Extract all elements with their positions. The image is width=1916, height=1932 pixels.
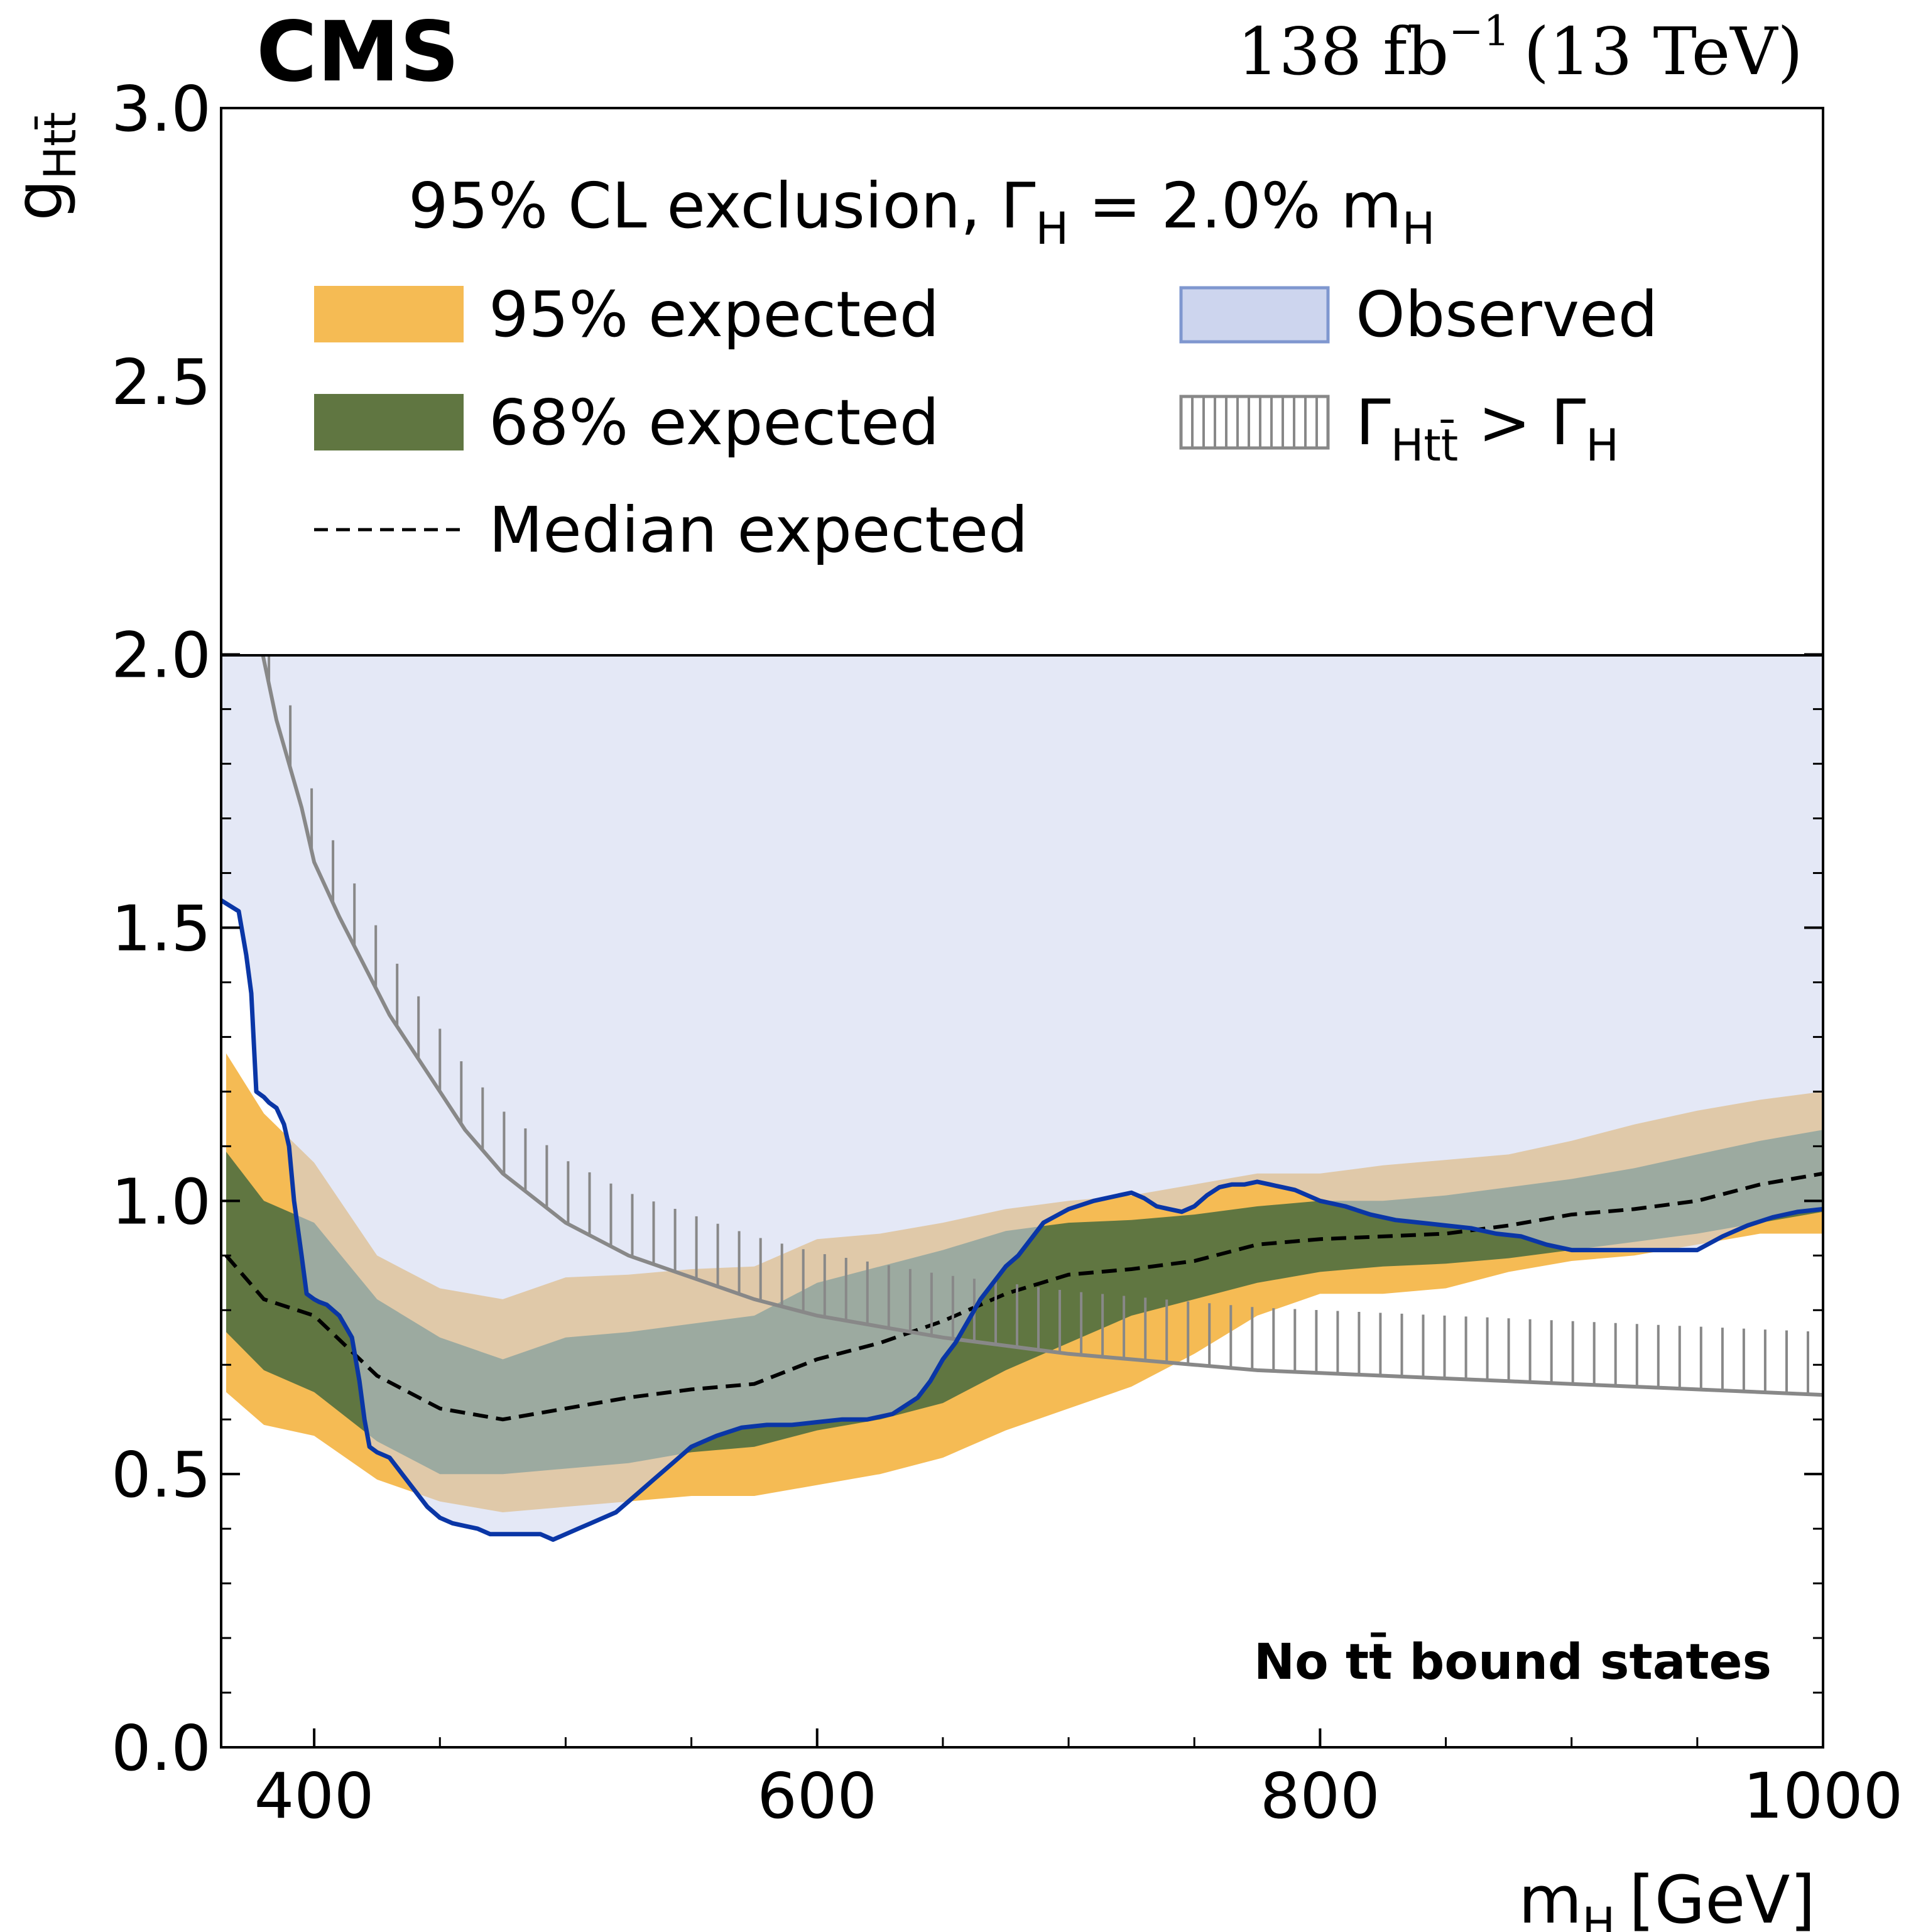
legend: 95% CL exclusion, ΓH = 2.0% mH 95% expec… bbox=[314, 169, 1658, 567]
legend-swatch-width bbox=[1179, 395, 1330, 450]
y-tick-label: 2.5 bbox=[111, 346, 211, 419]
legend-label-median: Median expected bbox=[489, 493, 1028, 567]
energy-value: (13 TeV) bbox=[1524, 13, 1804, 90]
plot-area bbox=[221, 655, 1823, 1542]
width-boundary-line bbox=[261, 655, 1823, 1397]
axis-ticks: 0.0 0.5 1.0 1.5 2.0 2.5 3.0 400 600 800 1000 bbox=[111, 72, 1903, 1833]
legend-label-observed: Observed bbox=[1356, 278, 1658, 351]
lumi-exponent: −1 bbox=[1449, 7, 1510, 55]
legend-swatch-95-expected bbox=[314, 286, 464, 342]
y-axis-label: gHtt̄ bbox=[1, 112, 86, 221]
legend-label-68-expected: 68% expected bbox=[489, 386, 939, 459]
x-tick-label: 1000 bbox=[1743, 1759, 1903, 1833]
legend-label-95-expected: 95% expected bbox=[489, 278, 939, 351]
y-tick-label: 2.0 bbox=[111, 619, 211, 692]
x-tick-label: 600 bbox=[757, 1759, 877, 1833]
y-tick-label: 0.5 bbox=[111, 1438, 211, 1512]
x-tick-label: 400 bbox=[254, 1759, 374, 1833]
y-tick-label: 0.0 bbox=[111, 1711, 211, 1785]
legend-swatch-68-expected bbox=[314, 394, 464, 450]
observed-excluded-region bbox=[221, 655, 1823, 1540]
experiment-label: CMS bbox=[256, 4, 459, 101]
legend-title: 95% CL exclusion, ΓH = 2.0% mH bbox=[408, 169, 1435, 254]
luminosity-label: 138 fb−1 (13 TeV) bbox=[1238, 7, 1803, 90]
legend-swatch-observed bbox=[1179, 286, 1330, 344]
x-tick-label: 800 bbox=[1260, 1759, 1380, 1833]
x-axis-label: mH [GeV] bbox=[1518, 1862, 1815, 1932]
y-tick-label: 1.5 bbox=[111, 892, 211, 966]
y-tick-label: 3.0 bbox=[111, 72, 211, 146]
legend-label-width: ΓHtt̄ > ΓH bbox=[1356, 386, 1619, 471]
annotation-no-bound-states: No tt̄ bound states bbox=[1254, 1632, 1772, 1691]
y-tick-label: 1.0 bbox=[111, 1165, 211, 1238]
observed-line bbox=[221, 898, 1823, 1542]
lumi-value: 138 fb bbox=[1238, 13, 1449, 90]
median-expected-line bbox=[224, 1171, 1823, 1422]
